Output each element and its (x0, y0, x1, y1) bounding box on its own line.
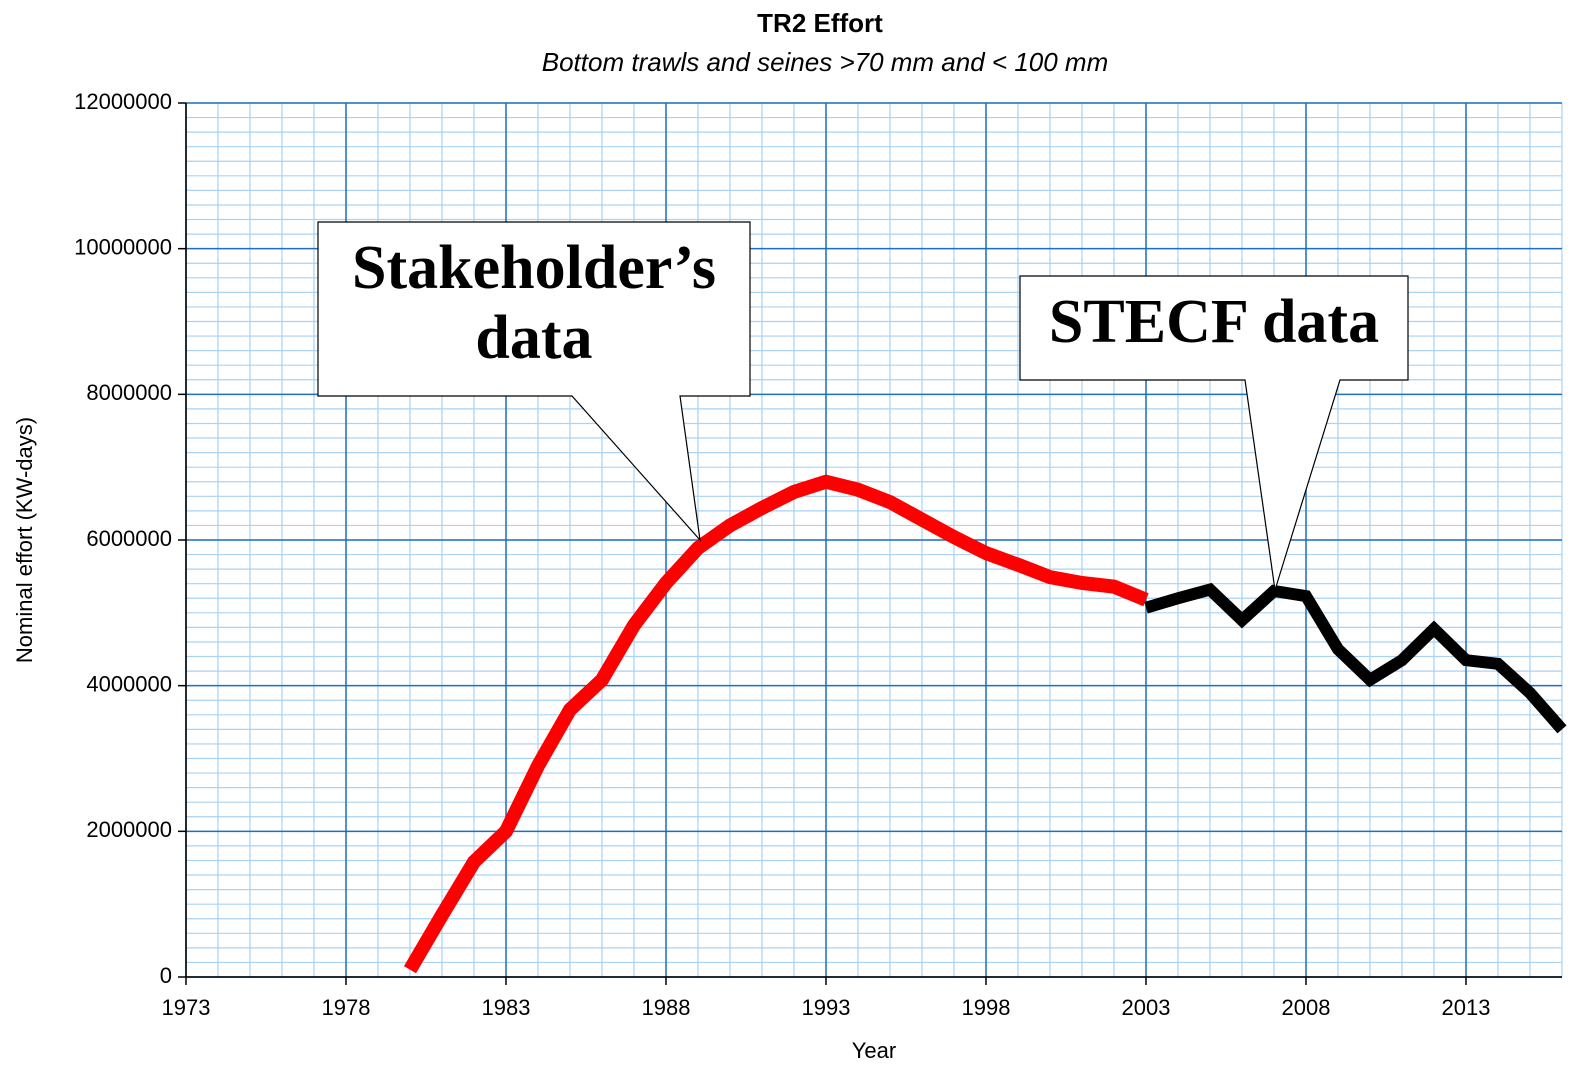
x-tick-label: 2013 (1442, 995, 1491, 1020)
x-tick-label: 2008 (1282, 995, 1331, 1020)
callout-box (1019, 275, 1409, 591)
y-tick-label: 2000000 (86, 817, 172, 842)
y-axis-label: Nominal effort (KW-days) (12, 417, 37, 663)
y-tick-label: 8000000 (86, 380, 172, 405)
callout-text: Stakeholder’s (352, 234, 716, 302)
y-tick-label: 10000000 (74, 234, 172, 259)
x-tick-label: 1978 (322, 995, 371, 1020)
chart-subtitle: Bottom trawls and seines >70 mm and < 10… (542, 47, 1109, 77)
callout-text: STECF data (1049, 288, 1379, 356)
chart-title: TR2 Effort (757, 8, 883, 38)
y-tick-label: 0 (160, 963, 172, 988)
x-tick-label: 2003 (1122, 995, 1171, 1020)
x-tick-label: 1993 (802, 995, 851, 1020)
x-tick-label: 1983 (482, 995, 531, 1020)
y-tick-label: 4000000 (86, 671, 172, 696)
y-tick-label: 12000000 (74, 89, 172, 114)
x-axis-label: Year (852, 1038, 896, 1063)
x-tick-label: 1998 (962, 995, 1011, 1020)
x-tick-label: 1973 (162, 995, 211, 1020)
series-line (403, 474, 1149, 974)
series-line (1144, 582, 1567, 734)
y-tick-label: 6000000 (86, 526, 172, 551)
x-tick-label: 1988 (642, 995, 691, 1020)
callout-box (317, 221, 751, 542)
callout-text: data (475, 304, 592, 372)
